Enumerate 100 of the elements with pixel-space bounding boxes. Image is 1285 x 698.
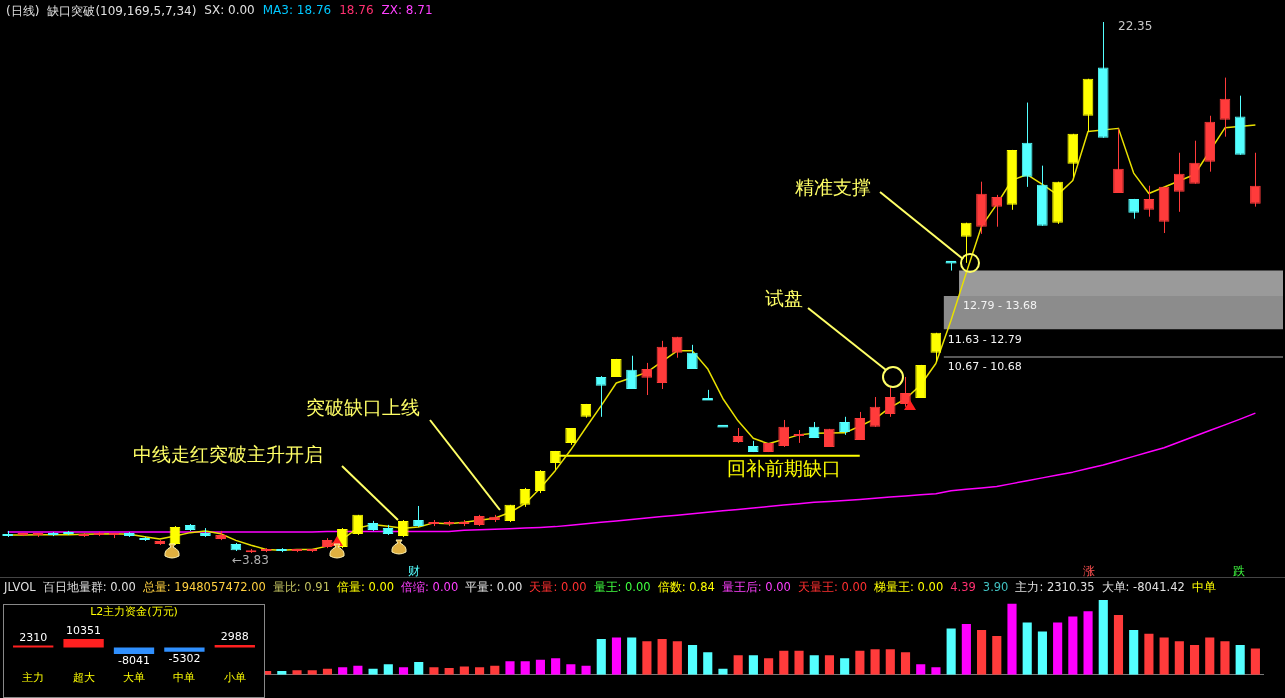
data-label: 10351 <box>66 624 102 638</box>
bar <box>794 650 804 675</box>
annotation: ←3.83 <box>232 553 269 567</box>
bar <box>338 667 348 675</box>
x-tick-label: 中单 <box>173 671 196 685</box>
bar <box>687 644 698 675</box>
bar <box>475 667 485 675</box>
bar <box>870 649 880 675</box>
text: 倍数: 0.84 <box>657 580 715 596</box>
text: 平量: 0.00 <box>465 580 523 596</box>
x-tick-label: 大单 <box>123 671 145 685</box>
candlestick <box>1250 152 1261 208</box>
annotation: 试盘 <box>765 286 803 311</box>
text: 量比: 0.91 <box>272 580 330 596</box>
text: 涨 <box>1083 563 1095 580</box>
text: ZX: 8.71 <box>381 3 433 19</box>
x-tick-label: 小单 <box>223 671 246 685</box>
bar <box>1159 637 1169 675</box>
x-tick-label: 超大 <box>72 671 95 685</box>
bar <box>63 638 104 648</box>
bar <box>748 655 758 675</box>
bar <box>596 638 606 675</box>
text: 大单: -8041.42 <box>1101 580 1185 596</box>
bar <box>855 650 865 675</box>
candlestick <box>1173 152 1185 213</box>
bar <box>535 659 545 675</box>
x-tick-label: 主力 <box>22 671 45 685</box>
bar <box>383 664 393 675</box>
bar <box>611 637 622 675</box>
bar <box>1205 637 1215 675</box>
candlestick <box>352 514 363 536</box>
candlestick <box>823 428 835 448</box>
text: SX: 0.00 <box>204 3 255 19</box>
candlestick <box>976 181 987 235</box>
bar <box>1007 603 1017 675</box>
candlestick <box>215 530 226 541</box>
text: 梯量王: 0.00 <box>874 580 944 596</box>
annotation: 精准支撑 <box>795 175 871 200</box>
text: 倍量: 0.00 <box>336 580 395 596</box>
bar <box>916 664 926 675</box>
bar <box>1144 633 1154 675</box>
text: 总量: 1948057472.00 <box>142 580 266 596</box>
annotation: 突破缺口上线 <box>306 395 420 420</box>
text: MA3: 18.76 <box>262 3 332 19</box>
text: 跌 <box>1233 563 1245 580</box>
band-label: 12.79 - 13.68 <box>963 299 1038 313</box>
data-label: -8041 <box>118 654 150 668</box>
bar <box>1129 629 1139 675</box>
text: 18.76 <box>339 3 374 19</box>
data-label: -5302 <box>168 652 201 666</box>
text: 量王后: 0.00 <box>721 580 791 596</box>
bar <box>1053 622 1063 675</box>
bar <box>1189 644 1200 675</box>
annotation: 中线走红突破主升开启 <box>133 442 323 467</box>
text: 主力: 2310.35 <box>1015 580 1095 596</box>
bar <box>885 649 895 675</box>
text: 量王: 0.00 <box>593 580 651 596</box>
band-label: 10.67 - 10.68 <box>947 360 1022 374</box>
text: 3.90 <box>982 580 1009 596</box>
bar <box>809 655 819 675</box>
bar <box>779 650 789 675</box>
candlestick <box>1052 181 1063 225</box>
text: 4.39 <box>950 580 976 596</box>
bar <box>672 641 682 675</box>
candlestick <box>915 364 926 399</box>
data-label: 2988 <box>220 630 249 644</box>
candlestick <box>1189 140 1200 185</box>
candlestick <box>610 358 622 378</box>
text: 百日地量群: 0.00 <box>42 580 136 596</box>
text: 天量: 0.00 <box>529 580 587 596</box>
text: 天量王: 0.00 <box>797 580 868 596</box>
candlestick <box>534 469 546 494</box>
text: JLVOL <box>4 580 36 596</box>
bar <box>1174 641 1184 675</box>
candlestick <box>1113 128 1124 194</box>
bar <box>900 652 911 675</box>
bar <box>1098 600 1108 675</box>
bar <box>718 668 728 675</box>
bar <box>429 667 439 675</box>
candlestick <box>626 355 637 390</box>
bar <box>627 637 637 675</box>
data-label: 2310 <box>19 630 48 644</box>
bar <box>824 655 835 675</box>
ref-line-label: 回补前期缺口 <box>726 457 841 480</box>
bar <box>551 658 561 675</box>
bar <box>1068 616 1078 675</box>
bar <box>961 623 971 675</box>
bar <box>840 658 850 675</box>
bar <box>581 665 591 675</box>
text: 倍缩: 0.00 <box>401 580 459 596</box>
candlestick <box>1097 21 1109 139</box>
candlestick <box>778 419 789 448</box>
bar <box>566 664 576 675</box>
candlestick <box>1067 133 1079 178</box>
chart-title: L2主力资金(万元) <box>90 605 178 618</box>
bar <box>1113 614 1124 675</box>
bar <box>764 658 774 675</box>
bar <box>1083 611 1093 675</box>
bar <box>414 662 424 675</box>
candlestick <box>413 505 424 528</box>
